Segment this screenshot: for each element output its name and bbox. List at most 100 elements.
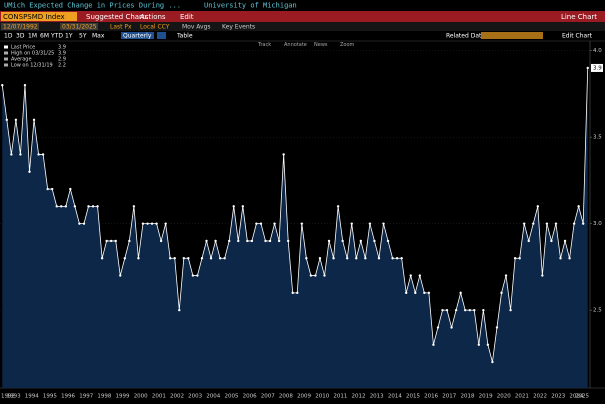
end-date-box[interactable] (60, 23, 98, 30)
x-tick-label: 2007 (261, 394, 275, 400)
setting-item[interactable]: Last Px (110, 23, 132, 30)
y-tick-label: 4.0 (593, 48, 602, 54)
setting-item[interactable]: Mov Avgs (182, 23, 211, 30)
data-point (191, 274, 195, 277)
chart-kind: Line Chart (561, 13, 597, 21)
data-point (459, 291, 462, 295)
table-button[interactable]: Table (176, 32, 193, 39)
data-point (550, 239, 553, 243)
data-point (109, 239, 113, 243)
data-point (445, 308, 449, 312)
x-tick-label: 2006 (243, 394, 257, 400)
x-tick-label: 2014 (388, 394, 402, 400)
data-point (223, 257, 226, 260)
data-point (296, 291, 299, 295)
frequency[interactable]: Quarterly (123, 32, 152, 39)
data-point (513, 257, 517, 260)
data-point (432, 343, 435, 346)
data-point (237, 239, 240, 243)
x-tick-label: 1997 (79, 394, 93, 400)
edit-chart[interactable]: Edit Chart (562, 32, 593, 39)
chart-tool[interactable]: Track (257, 42, 271, 48)
x-tick-label: 2009 (297, 394, 311, 400)
area (2, 67, 588, 388)
x-tick-label: 1993 (7, 394, 21, 400)
data-point (545, 222, 549, 225)
range-button[interactable]: YTD (50, 32, 63, 39)
security-source: University of Michigan (204, 2, 297, 10)
range-button[interactable]: 1Y (65, 32, 73, 39)
data-point (486, 343, 490, 346)
data-point (28, 170, 31, 173)
data-point (264, 239, 267, 243)
data-point (586, 66, 589, 70)
data-point (255, 222, 258, 225)
legend-box (1, 43, 67, 70)
end-date[interactable]: 03/31/2025 (62, 23, 97, 30)
data-point (132, 205, 136, 208)
range-button[interactable]: Max (92, 32, 105, 39)
data-point (473, 308, 476, 312)
data-point (518, 257, 521, 260)
frequency-drop[interactable] (157, 32, 166, 39)
x-tick-label: 2013 (370, 394, 384, 400)
data-point (46, 187, 49, 191)
setting-item[interactable]: Local CCY (140, 23, 170, 30)
data-point (391, 257, 394, 260)
start-date-box[interactable] (1, 23, 39, 30)
data-point (82, 222, 86, 225)
data-point (436, 326, 440, 329)
related-data[interactable]: Related Dat (446, 32, 482, 39)
range-button[interactable]: 5Y (79, 32, 87, 39)
setting-item[interactable]: Key Events (222, 23, 255, 30)
data-point (91, 205, 95, 208)
data-point (359, 239, 363, 243)
data-point (286, 239, 290, 243)
range-button[interactable]: 1D (4, 32, 13, 39)
data-point (314, 274, 317, 277)
range-button[interactable]: 3D (16, 32, 25, 39)
chart-tool[interactable]: News (314, 42, 328, 48)
data-point (218, 257, 222, 260)
line (1, 67, 589, 363)
data-point (404, 291, 408, 295)
data-point (364, 257, 367, 260)
x-tick-label: 2005 (224, 394, 238, 400)
chart-tool[interactable]: Annotate (284, 42, 307, 48)
data-point (336, 205, 340, 208)
range-button[interactable]: 6M (40, 32, 49, 39)
menu-bar (0, 11, 605, 22)
chart-tool[interactable]: Zoom (340, 42, 355, 48)
x-tick-label: 1995 (43, 394, 57, 400)
data-point (232, 205, 235, 208)
start-date[interactable]: 12/07/1992 (3, 23, 38, 30)
x-tick-label: 2021 (515, 394, 529, 400)
data-point (395, 257, 399, 260)
menu-item[interactable]: Suggested Charts (86, 13, 149, 21)
data-point (527, 239, 530, 243)
x-tick-label: 2011 (333, 394, 347, 400)
x-tick-label: 1996 (61, 394, 75, 400)
data-point (414, 291, 417, 295)
range-button[interactable]: 1M (28, 32, 37, 39)
menu-item[interactable]: Edit (180, 13, 194, 21)
x-tick-label: 2012 (352, 394, 366, 400)
y-tick-label: 3.0 (593, 221, 602, 227)
data-point (350, 222, 353, 225)
x-tick-label: 2017 (442, 394, 456, 400)
ticker-box[interactable] (1, 12, 77, 21)
data-point (10, 153, 13, 156)
frequency-box[interactable] (121, 32, 154, 39)
data-point (382, 222, 385, 225)
data-point (87, 205, 90, 208)
x-tick-label: 2008 (279, 394, 293, 400)
data-point (332, 257, 335, 260)
ticker[interactable]: CONSPSMD Index (3, 13, 65, 21)
add-data-box[interactable] (481, 32, 543, 39)
menu-item[interactable]: Actions (140, 13, 166, 21)
data-point (55, 205, 58, 208)
data-point (572, 222, 576, 225)
data-point (355, 257, 358, 260)
data-point (477, 343, 481, 346)
